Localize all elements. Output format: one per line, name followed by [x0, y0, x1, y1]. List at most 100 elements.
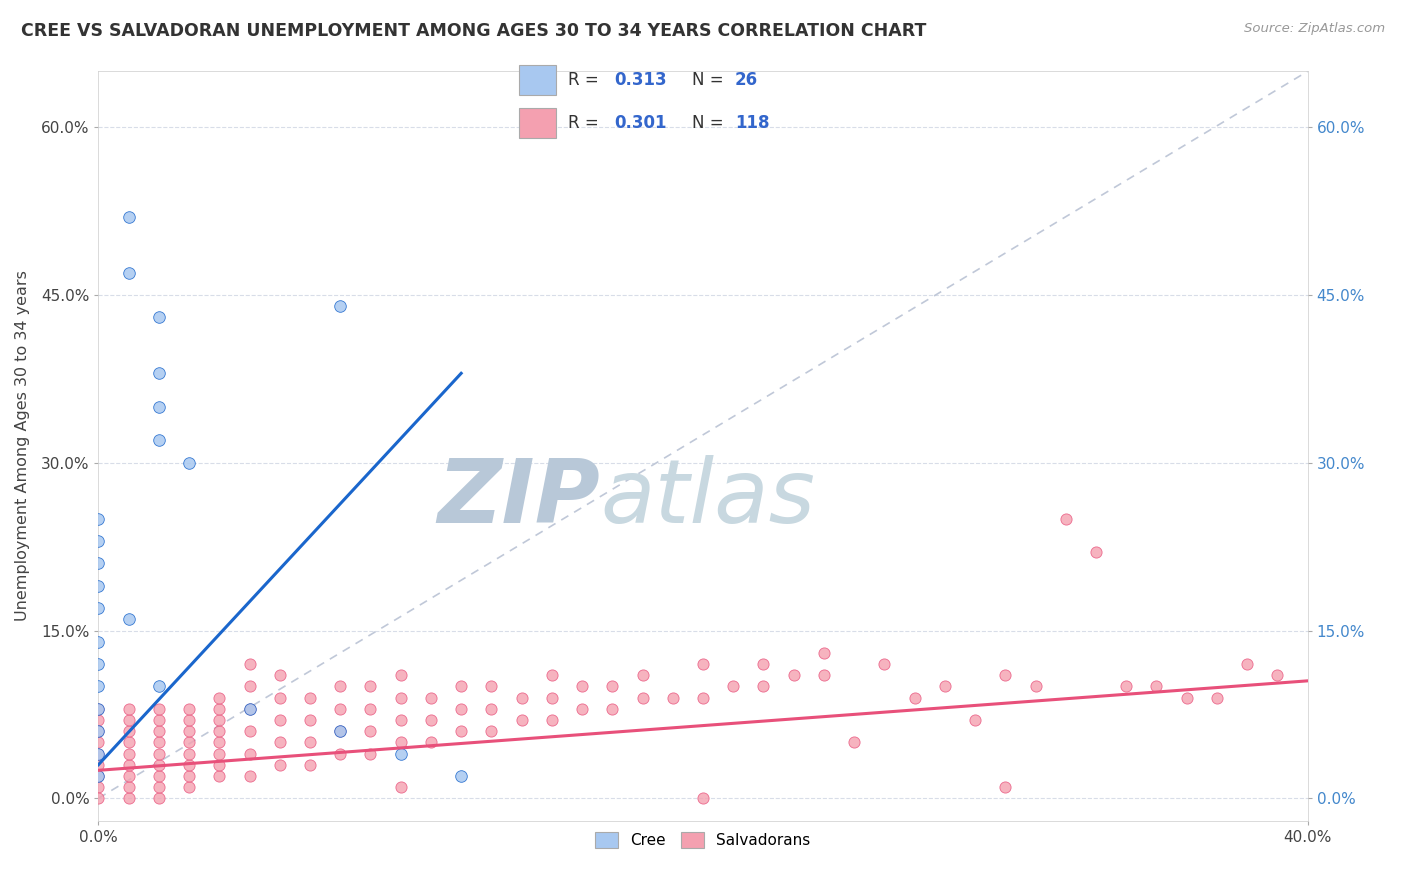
Point [179, 702, 201, 716]
Point [389, 713, 412, 727]
Point [87, 702, 110, 716]
Point [329, 747, 352, 761]
Point [269, 757, 291, 772]
Point [118, 769, 141, 783]
Point [329, 724, 352, 739]
Point [87, 724, 110, 739]
Point [813, 668, 835, 682]
Point [360, 702, 382, 716]
Point [87, 534, 110, 549]
Point [360, 680, 382, 694]
Point [179, 456, 201, 470]
Point [783, 668, 806, 682]
Point [148, 434, 170, 448]
Point [118, 702, 141, 716]
Point [571, 680, 593, 694]
Point [87, 557, 110, 571]
FancyBboxPatch shape [519, 65, 555, 95]
Point [269, 690, 291, 705]
Point [208, 724, 231, 739]
Legend: Cree, Salvadorans: Cree, Salvadorans [589, 826, 817, 855]
Point [1267, 668, 1289, 682]
Point [994, 780, 1017, 794]
Point [994, 668, 1017, 682]
Point [450, 769, 472, 783]
Point [179, 757, 201, 772]
Point [934, 680, 956, 694]
Point [118, 612, 141, 626]
Point [631, 690, 654, 705]
Point [118, 780, 141, 794]
Text: Source: ZipAtlas.com: Source: ZipAtlas.com [1244, 22, 1385, 36]
Point [87, 680, 110, 694]
Point [148, 367, 170, 381]
Text: CREE VS SALVADORAN UNEMPLOYMENT AMONG AGES 30 TO 34 YEARS CORRELATION CHART: CREE VS SALVADORAN UNEMPLOYMENT AMONG AG… [21, 22, 927, 40]
Point [692, 657, 714, 671]
Point [239, 657, 262, 671]
Point [299, 757, 322, 772]
Point [87, 724, 110, 739]
Point [118, 713, 141, 727]
Point [208, 735, 231, 749]
Point [692, 791, 714, 805]
Point [148, 769, 170, 783]
Point [87, 791, 110, 805]
Point [239, 680, 262, 694]
Point [148, 735, 170, 749]
Point [389, 668, 412, 682]
Point [752, 657, 775, 671]
Point [239, 702, 262, 716]
Point [1085, 545, 1108, 559]
Point [329, 724, 352, 739]
Point [450, 702, 472, 716]
Point [118, 210, 141, 224]
Point [510, 713, 533, 727]
Point [602, 680, 624, 694]
Text: N =: N = [692, 71, 728, 89]
Point [1206, 690, 1229, 705]
Point [179, 769, 201, 783]
Point [208, 713, 231, 727]
Point [510, 690, 533, 705]
Point [873, 657, 896, 671]
Point [965, 713, 987, 727]
Point [118, 747, 141, 761]
Point [208, 690, 231, 705]
Point [87, 657, 110, 671]
Point [602, 702, 624, 716]
Point [1115, 680, 1137, 694]
Point [118, 757, 141, 772]
Point [481, 680, 503, 694]
Text: R =: R = [568, 71, 605, 89]
Point [450, 680, 472, 694]
Text: R =: R = [568, 114, 605, 132]
Point [239, 769, 262, 783]
Point [752, 680, 775, 694]
Point [87, 511, 110, 525]
Point [179, 735, 201, 749]
Point [148, 791, 170, 805]
Point [179, 724, 201, 739]
Point [87, 780, 110, 794]
Point [1054, 511, 1077, 525]
Point [87, 747, 110, 761]
Point [87, 735, 110, 749]
Point [148, 680, 170, 694]
Text: 0.313: 0.313 [614, 71, 666, 89]
Y-axis label: Unemployment Among Ages 30 to 34 years: Unemployment Among Ages 30 to 34 years [15, 270, 30, 622]
Point [723, 680, 745, 694]
Text: ZIP: ZIP [437, 455, 600, 542]
Point [179, 713, 201, 727]
Point [420, 690, 443, 705]
Point [631, 668, 654, 682]
Text: 26: 26 [735, 71, 758, 89]
Point [904, 690, 927, 705]
Point [540, 690, 562, 705]
Point [148, 747, 170, 761]
Point [87, 702, 110, 716]
Point [299, 735, 322, 749]
Point [299, 713, 322, 727]
Point [87, 713, 110, 727]
Point [420, 713, 443, 727]
Text: N =: N = [692, 114, 728, 132]
